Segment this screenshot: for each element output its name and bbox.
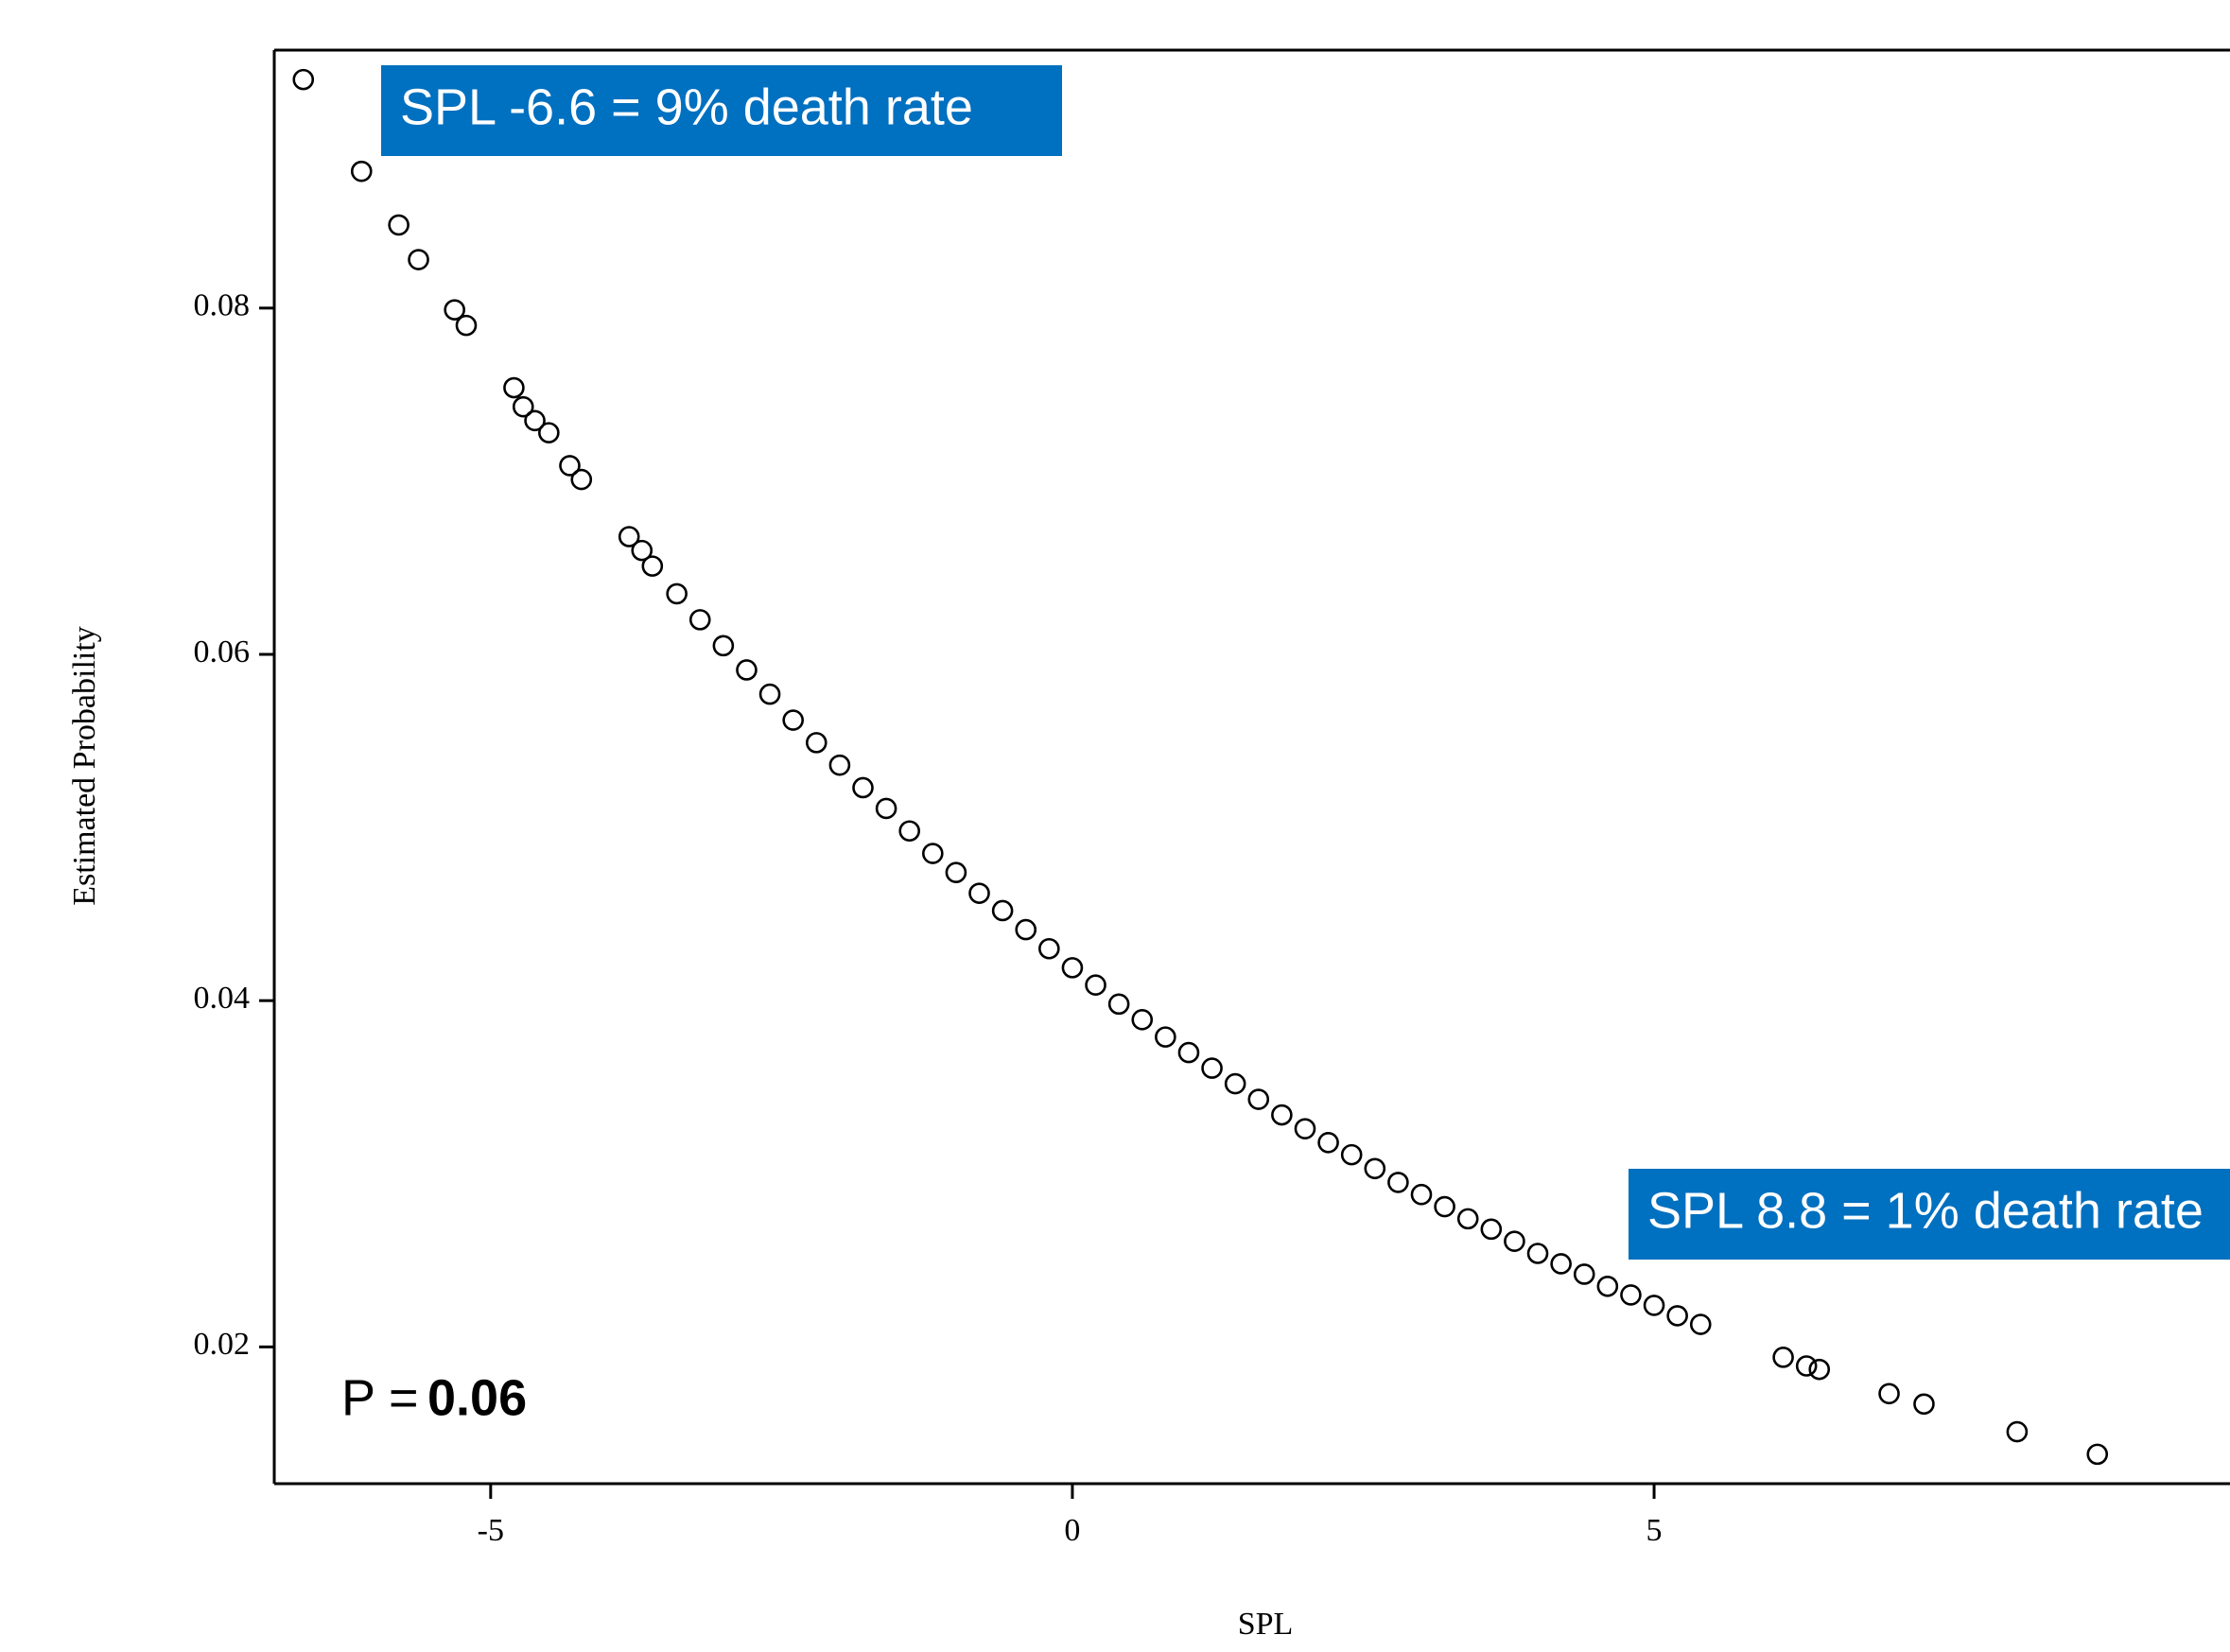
point xyxy=(922,843,944,864)
point xyxy=(991,899,1014,922)
point xyxy=(1913,1393,1935,1416)
point xyxy=(388,214,409,236)
point xyxy=(512,395,534,418)
x-tick-label: -5 xyxy=(478,1513,504,1548)
annotation-box xyxy=(1629,1169,2230,1260)
x-axis-label: SPL xyxy=(1238,1607,1294,1642)
point xyxy=(1294,1118,1316,1139)
annotation: SPL -6.6 = 9% death rate xyxy=(400,78,973,135)
point xyxy=(1620,1284,1642,1306)
y-axis-label: Estimated Probability xyxy=(67,626,102,906)
point xyxy=(1131,1009,1154,1031)
point xyxy=(1643,1295,1665,1316)
point xyxy=(782,709,804,731)
point xyxy=(1387,1172,1409,1193)
point xyxy=(1504,1230,1525,1252)
y-tick-label: 0.08 xyxy=(194,288,251,323)
point xyxy=(736,659,758,681)
point xyxy=(1526,1243,1549,1264)
annotation-box xyxy=(381,65,1062,156)
point xyxy=(875,797,897,820)
point xyxy=(712,635,735,657)
point xyxy=(1550,1253,1572,1275)
point xyxy=(1247,1088,1270,1110)
point xyxy=(1107,993,1130,1016)
point xyxy=(758,683,781,705)
point xyxy=(503,376,525,399)
point xyxy=(559,455,581,477)
x-tick-label: 0 xyxy=(1064,1513,1080,1548)
point xyxy=(1666,1305,1688,1327)
point xyxy=(1795,1355,1818,1377)
point xyxy=(898,820,921,843)
point xyxy=(631,539,653,562)
point xyxy=(570,468,593,491)
point xyxy=(666,583,688,605)
point xyxy=(1085,974,1106,996)
point xyxy=(455,314,478,337)
point xyxy=(524,409,546,432)
point xyxy=(1201,1057,1223,1079)
point xyxy=(1456,1208,1479,1230)
point xyxy=(408,249,429,270)
p-value: 0.06 xyxy=(427,1369,527,1426)
point xyxy=(1015,918,1037,941)
point xyxy=(1317,1132,1339,1154)
point xyxy=(1596,1275,1619,1297)
point xyxy=(292,68,315,91)
point xyxy=(2086,1443,2109,1466)
point xyxy=(641,555,664,577)
point xyxy=(1410,1183,1433,1206)
point xyxy=(350,160,373,183)
point xyxy=(1224,1072,1246,1095)
point xyxy=(1808,1358,1831,1381)
point xyxy=(688,609,711,631)
point xyxy=(852,776,874,799)
point xyxy=(828,754,851,776)
point xyxy=(1061,957,1084,979)
point xyxy=(1155,1026,1176,1048)
point xyxy=(538,422,560,443)
point xyxy=(1364,1157,1386,1180)
point xyxy=(1689,1313,1712,1335)
point xyxy=(805,732,828,754)
point xyxy=(1878,1382,1900,1405)
point xyxy=(1038,937,1060,960)
point xyxy=(1573,1263,1595,1285)
point xyxy=(1480,1218,1503,1241)
p-label: P = xyxy=(341,1369,419,1426)
point xyxy=(1271,1104,1293,1126)
y-tick-label: 0.06 xyxy=(194,635,251,669)
point xyxy=(1177,1041,1200,1064)
annotation: SPL 8.8 = 1% death rate xyxy=(1647,1182,2204,1239)
point xyxy=(945,861,967,883)
point xyxy=(2006,1420,2029,1443)
y-tick-label: 0.04 xyxy=(194,981,251,1016)
x-tick-label: 5 xyxy=(1646,1513,1663,1548)
point xyxy=(444,299,465,321)
point xyxy=(968,882,990,904)
point xyxy=(1340,1143,1363,1166)
y-tick-label: 0.02 xyxy=(194,1327,251,1362)
point xyxy=(618,526,640,548)
point xyxy=(1772,1347,1794,1368)
point xyxy=(1434,1195,1455,1218)
